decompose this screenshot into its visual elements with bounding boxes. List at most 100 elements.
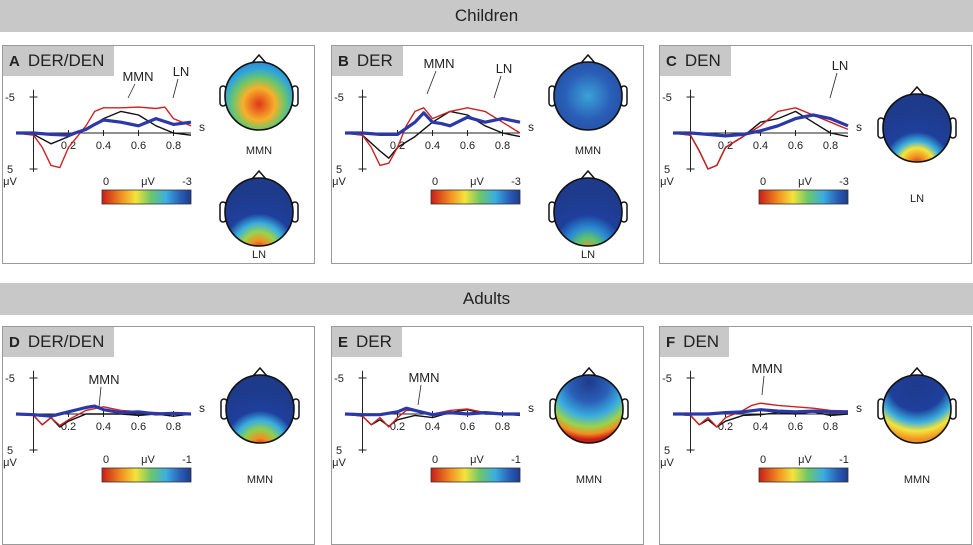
colorbar-max-label: -1 bbox=[182, 454, 192, 466]
colorbar-unit-label: μV bbox=[470, 176, 484, 188]
colorbar-min-label: 0 bbox=[432, 176, 438, 188]
series-deviant bbox=[344, 107, 521, 167]
series-difference bbox=[16, 117, 192, 137]
series-deviant bbox=[15, 106, 192, 169]
panel-a: A DER/DEN -5 5 μV s 0.2 0.4 0.6 0.8 MMN LN MMN LN 0 μV -… bbox=[2, 45, 315, 264]
panel-f: F DEN -5 5 μV s 0.2 0.4 0.6 0.8 MMN MMN 0 μV -1 bbox=[659, 326, 972, 545]
x-tick-label: 0.4 bbox=[96, 421, 111, 433]
annotation-ln: LN bbox=[173, 64, 190, 79]
condition-label: DER/DEN bbox=[27, 332, 105, 351]
condition-label: DEN bbox=[683, 332, 720, 351]
series-standard bbox=[344, 110, 521, 159]
annotation-leader bbox=[98, 386, 102, 408]
nose-shape bbox=[909, 366, 925, 377]
y-tick-label: 5 bbox=[336, 445, 342, 457]
panel-b: B DER -5 5 μV s 0.2 0.4 0.6 0.8 MMN LN MMN LN 0 μV -3 bbox=[331, 45, 644, 264]
nose-shape bbox=[252, 366, 268, 377]
nose-shape bbox=[251, 169, 267, 180]
series-difference bbox=[345, 111, 521, 136]
colorbar bbox=[101, 467, 192, 483]
colorbar-max-label: -1 bbox=[839, 454, 849, 466]
y-tick-label: 5 bbox=[336, 164, 342, 176]
colorbar-unit-label: μV bbox=[141, 176, 155, 188]
x-axis-label: s bbox=[856, 120, 862, 134]
section-header-children: Children bbox=[0, 0, 973, 32]
annotation-ln: LN bbox=[832, 58, 849, 73]
colorbar-min-label: 0 bbox=[760, 176, 766, 188]
panel-letter: C bbox=[666, 52, 677, 70]
series-deviant bbox=[672, 402, 849, 428]
annotation-leader bbox=[829, 72, 838, 99]
x-axis-label: s bbox=[528, 401, 534, 415]
panel-title: B DER bbox=[332, 46, 403, 76]
x-tick-label: 0.4 bbox=[753, 421, 768, 433]
x-tick-label: 0.8 bbox=[495, 140, 510, 152]
annotation-mmn: MMN bbox=[88, 372, 119, 387]
colorbar-min-label: 0 bbox=[103, 454, 109, 466]
nose-shape bbox=[251, 53, 267, 64]
x-tick-label: 0.6 bbox=[460, 421, 475, 433]
panel-letter: A bbox=[9, 52, 20, 70]
colorbar-unit-label: μV bbox=[798, 176, 812, 188]
x-tick-label: 0.6 bbox=[788, 140, 803, 152]
annotation-leader bbox=[761, 375, 765, 396]
scalp-map bbox=[553, 177, 623, 247]
panel-d: D DER/DEN -5 5 μV s 0.2 0.4 0.6 0.8 MMN MMN 0 μV -1 bbox=[2, 326, 315, 545]
x-tick-label: 0.8 bbox=[166, 140, 181, 152]
x-tick-label: 0.2 bbox=[390, 421, 405, 433]
annotation-leader bbox=[127, 83, 136, 99]
colorbar-max-label: -3 bbox=[839, 176, 849, 188]
x-tick-label: 0.8 bbox=[166, 421, 181, 433]
scalp-map bbox=[554, 374, 624, 444]
annotation-leader bbox=[493, 75, 502, 99]
scalp-map bbox=[224, 177, 294, 247]
section-label: Children bbox=[454, 6, 519, 25]
scalp-map-label: LN bbox=[910, 193, 924, 205]
panel-title: E DER bbox=[332, 327, 402, 357]
x-axis-label: s bbox=[199, 401, 205, 415]
colorbar-min-label: 0 bbox=[760, 454, 766, 466]
scalp-map bbox=[882, 374, 952, 444]
condition-label: DEN bbox=[684, 51, 721, 70]
y-tick-label: -5 bbox=[662, 92, 672, 104]
scalp-map-label: MMN bbox=[904, 474, 930, 486]
scalp-map-label: MMN bbox=[575, 145, 601, 157]
colorbar bbox=[430, 189, 521, 205]
x-tick-label: 0.8 bbox=[823, 421, 838, 433]
colorbar-max-label: -3 bbox=[511, 176, 521, 188]
y-axis-label: μV bbox=[3, 457, 17, 469]
colorbar-min-label: 0 bbox=[432, 454, 438, 466]
colorbar-max-label: -3 bbox=[182, 176, 192, 188]
condition-label: DER bbox=[356, 332, 392, 351]
x-tick-label: 0.4 bbox=[425, 140, 440, 152]
panel-title: C DEN bbox=[660, 46, 731, 76]
condition-label: DER/DEN bbox=[27, 51, 105, 70]
series-difference bbox=[15, 404, 192, 418]
y-tick-label: -5 bbox=[662, 373, 672, 385]
y-axis-label: μV bbox=[660, 176, 674, 188]
nose-shape bbox=[581, 366, 597, 377]
x-axis-label: s bbox=[856, 401, 862, 415]
annotation-mmn: MMN bbox=[423, 56, 454, 71]
annotation-ln: LN bbox=[496, 61, 513, 76]
panel-title: D DER/DEN bbox=[3, 327, 115, 357]
y-tick-label: 5 bbox=[7, 445, 13, 457]
series-standard bbox=[15, 110, 192, 145]
y-tick-label: -5 bbox=[334, 373, 344, 385]
annotation-mmn: MMN bbox=[751, 361, 782, 376]
annotation-mmn: MMN bbox=[122, 69, 153, 84]
colorbar bbox=[758, 189, 849, 205]
x-tick-label: 0.4 bbox=[425, 421, 440, 433]
panel-letter: E bbox=[338, 333, 349, 351]
colorbar bbox=[430, 467, 521, 483]
scalp-map-label: LN bbox=[252, 249, 266, 261]
x-axis-label: s bbox=[199, 120, 205, 134]
y-axis-label: μV bbox=[332, 457, 346, 469]
scalp-map-label: LN bbox=[581, 249, 595, 261]
series-difference bbox=[344, 406, 520, 417]
y-tick-label: 5 bbox=[664, 445, 670, 457]
colorbar-max-label: -1 bbox=[511, 454, 521, 466]
